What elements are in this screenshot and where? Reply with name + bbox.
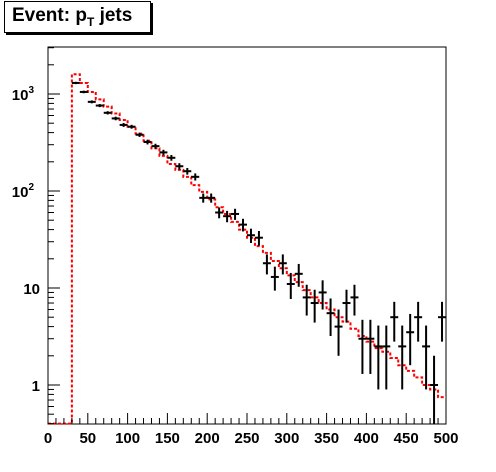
x-tick-label: 0 <box>44 430 52 447</box>
data-point <box>406 313 415 366</box>
title-subscript: T <box>86 15 95 29</box>
x-tick-label: 150 <box>155 430 180 447</box>
x-tick-label: 250 <box>234 430 259 447</box>
data-point <box>374 325 383 390</box>
data-point <box>111 116 120 121</box>
data-point <box>127 124 136 129</box>
x-tick-label: 100 <box>115 430 140 447</box>
y-tick-label: 1 <box>32 378 40 395</box>
data-point <box>294 263 303 287</box>
x-tick-label: 450 <box>394 430 419 447</box>
data-point <box>350 284 359 316</box>
y-tick-label: 102 <box>12 182 35 201</box>
data-point <box>286 272 295 300</box>
data-point <box>334 309 343 356</box>
data-point <box>95 104 104 108</box>
data-point <box>199 193 208 203</box>
data-point <box>207 193 216 203</box>
title-main: Event: p <box>12 5 87 26</box>
data-point <box>278 254 287 275</box>
data-point <box>382 325 391 390</box>
data-point <box>79 90 88 94</box>
y-tick-label: 103 <box>12 85 35 104</box>
x-tick-label: 50 <box>79 430 96 447</box>
data-point <box>135 132 144 137</box>
data-point <box>247 228 255 244</box>
x-tick-label: 500 <box>433 430 458 447</box>
data-point <box>366 319 375 374</box>
data-point <box>438 301 446 342</box>
data-point <box>430 355 439 424</box>
data-point <box>231 208 240 220</box>
y-tick-label: 10 <box>23 281 40 298</box>
data-points <box>71 81 446 424</box>
data-point <box>390 301 399 342</box>
data-point <box>71 81 80 85</box>
data-point <box>103 111 112 115</box>
x-tick-label: 350 <box>314 430 339 447</box>
data-point <box>87 100 96 104</box>
data-point <box>167 155 176 161</box>
data-point <box>398 325 407 390</box>
data-point <box>262 254 271 275</box>
data-point <box>175 163 184 170</box>
y-tick-base: 10 <box>12 184 29 201</box>
data-point <box>302 284 311 316</box>
y-tick-base: 10 <box>12 87 29 104</box>
title-tail: jets <box>94 5 133 26</box>
data-point <box>239 218 247 232</box>
chart-title: Event: pT jets <box>12 5 132 29</box>
data-point <box>151 143 160 149</box>
data-point <box>254 230 263 246</box>
data-point <box>215 207 224 219</box>
data-point <box>183 168 192 175</box>
y-tick-exponent: 2 <box>28 182 34 193</box>
data-point <box>414 301 423 342</box>
data-point <box>270 266 279 291</box>
data-point <box>422 325 431 390</box>
data-point <box>318 280 327 310</box>
x-tick-label: 200 <box>195 430 220 447</box>
y-tick-exponent: 3 <box>28 85 34 96</box>
data-point <box>191 173 200 181</box>
title-box: Event: pT jets <box>4 1 151 33</box>
data-point <box>223 210 232 223</box>
data-point <box>159 149 168 156</box>
data-point <box>358 319 367 374</box>
x-tick-label: 400 <box>354 430 379 447</box>
data-point <box>310 289 319 323</box>
data-point <box>143 139 152 145</box>
data-point <box>342 289 351 323</box>
x-tick-label: 300 <box>274 430 299 447</box>
data-point <box>326 298 335 337</box>
data-point <box>119 123 128 127</box>
